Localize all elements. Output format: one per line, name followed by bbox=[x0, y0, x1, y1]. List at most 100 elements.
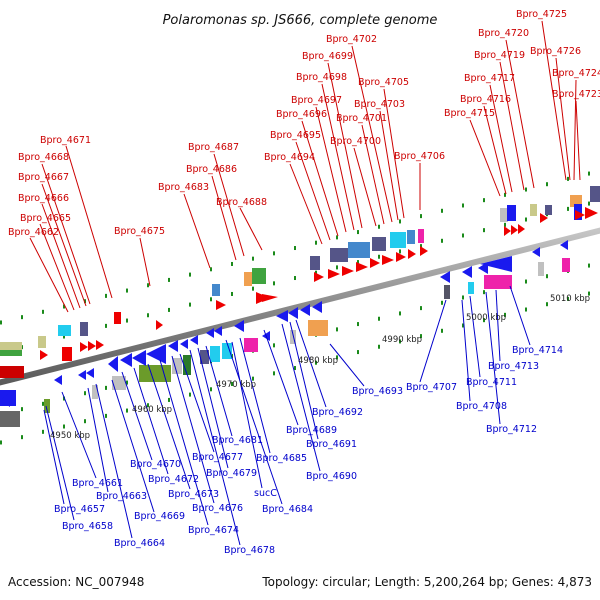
gene-box bbox=[252, 268, 266, 284]
gene-label: Bpro_4670 bbox=[130, 459, 181, 470]
ruler-tick bbox=[126, 408, 128, 413]
leader-line bbox=[329, 343, 365, 387]
ruler-tick bbox=[42, 309, 44, 314]
ruler-tick bbox=[567, 206, 569, 211]
leader-line bbox=[295, 141, 331, 241]
ruler-tick bbox=[504, 222, 506, 227]
leader-line bbox=[301, 120, 339, 237]
ruler-tick bbox=[546, 302, 548, 307]
gene-box bbox=[172, 358, 182, 374]
gene-box bbox=[244, 272, 252, 286]
ruler-tick bbox=[231, 291, 233, 296]
leader-line bbox=[179, 353, 215, 453]
map-title: Polaromonas sp. JS666, complete genome bbox=[163, 13, 438, 28]
gene-label: Bpro_4703 bbox=[354, 99, 405, 110]
ruler-tick bbox=[294, 366, 296, 371]
ruler-tick bbox=[210, 267, 212, 272]
leader-line bbox=[321, 83, 355, 231]
ruler-tick bbox=[399, 339, 401, 344]
gene-label: Bpro_4708 bbox=[456, 401, 507, 412]
gene-label: Bpro_4672 bbox=[148, 474, 199, 485]
gene-label: Bpro_4661 bbox=[72, 478, 123, 489]
ruler-tick bbox=[21, 315, 23, 320]
gene-label: Bpro_4689 bbox=[286, 425, 337, 436]
ruler-tick bbox=[21, 407, 23, 412]
leader-line bbox=[39, 223, 75, 311]
gene-label: Bpro_4685 bbox=[256, 453, 307, 464]
ruler-tick bbox=[84, 299, 86, 304]
gene-box bbox=[330, 248, 348, 262]
ruler-tick bbox=[357, 230, 359, 235]
gene-label: Bpro_4713 bbox=[488, 361, 539, 372]
leader-line bbox=[555, 57, 571, 181]
gene-box bbox=[139, 365, 171, 382]
gene-box bbox=[80, 322, 88, 336]
ruler-tick bbox=[63, 334, 65, 339]
leader-line bbox=[281, 323, 321, 472]
ruler-tick bbox=[63, 396, 65, 401]
ruler-tick bbox=[462, 233, 464, 238]
gene-arrows bbox=[0, 207, 598, 407]
gene-label: Bpro_4717 bbox=[464, 73, 515, 84]
ruler-tick bbox=[546, 182, 548, 187]
gene-box bbox=[38, 336, 46, 348]
gene-label: Bpro_4664 bbox=[114, 538, 165, 549]
leader-line bbox=[87, 387, 109, 493]
gene-box bbox=[0, 342, 22, 350]
gene-label: Bpro_4699 bbox=[302, 51, 353, 62]
leader-line bbox=[379, 110, 399, 221]
gene-label: Bpro_4658 bbox=[62, 521, 113, 532]
leader-line bbox=[213, 153, 245, 257]
gene-label: Bpro_4694 bbox=[264, 152, 315, 163]
gene-label: Bpro_4688 bbox=[216, 197, 267, 208]
gene-box bbox=[500, 208, 508, 222]
gene-label: Bpro_4724 bbox=[552, 68, 600, 79]
leader-line bbox=[263, 329, 299, 426]
gene-label: Bpro_4684 bbox=[262, 504, 313, 515]
leader-line bbox=[231, 341, 263, 489]
gene-label: Bpro_4697 bbox=[291, 95, 342, 106]
ruler-tick bbox=[441, 328, 443, 333]
ruler-tick bbox=[399, 311, 401, 316]
gene-label: Bpro_4716 bbox=[460, 94, 511, 105]
gene-label: Bpro_4687 bbox=[188, 142, 239, 153]
gene-label: Bpro_4668 bbox=[18, 152, 69, 163]
gene-features bbox=[0, 186, 600, 427]
leader-line bbox=[239, 337, 271, 454]
leader-line bbox=[541, 20, 567, 181]
gene-label: Bpro_4700 bbox=[330, 136, 381, 147]
ruler-tick bbox=[483, 228, 485, 233]
ruler-tick bbox=[420, 306, 422, 311]
gene-label: Bpro_4702 bbox=[326, 34, 377, 45]
kbp-label: 4950 kbp bbox=[50, 431, 90, 441]
ruler-tick bbox=[315, 360, 317, 365]
ruler-tick bbox=[483, 290, 485, 295]
gene-label: Bpro_4725 bbox=[516, 9, 567, 20]
gene-label: Bpro_4723 bbox=[552, 89, 600, 100]
leader-line bbox=[41, 203, 81, 309]
leader-line bbox=[295, 319, 327, 408]
ruler-tick bbox=[210, 297, 212, 302]
ruler-tick bbox=[126, 288, 128, 293]
label-leaders bbox=[29, 20, 581, 546]
leader-line bbox=[225, 339, 283, 505]
kbp-scale-labels: 4950 kbp 4960 kbp 4970 kbp 4980 kbp 4990… bbox=[50, 294, 590, 441]
gene-label: Bpro_4696 bbox=[276, 109, 327, 120]
gene-label: Bpro_4676 bbox=[192, 503, 243, 514]
leader-line bbox=[485, 291, 501, 425]
ruler-tick bbox=[252, 256, 254, 261]
leader-line bbox=[43, 409, 65, 505]
kbp-label: 4990 kbp bbox=[382, 335, 422, 345]
gene-label: Bpro_4681 bbox=[212, 435, 263, 446]
forward-gene-labels: Bpro_4662 Bpro_4665 Bpro_4666 Bpro_4667 … bbox=[8, 9, 600, 238]
leader-line bbox=[499, 61, 525, 191]
leader-line bbox=[139, 237, 151, 287]
ruler-tick bbox=[84, 391, 86, 396]
ruler-tick bbox=[168, 307, 170, 312]
ruler-tick bbox=[525, 187, 527, 192]
ruler-tick bbox=[567, 176, 569, 181]
ruler-tick bbox=[42, 401, 44, 406]
gene-label: Bpro_4662 bbox=[8, 227, 59, 238]
gene-label: Bpro_4695 bbox=[270, 130, 321, 141]
gene-label: Bpro_4679 bbox=[206, 468, 257, 479]
